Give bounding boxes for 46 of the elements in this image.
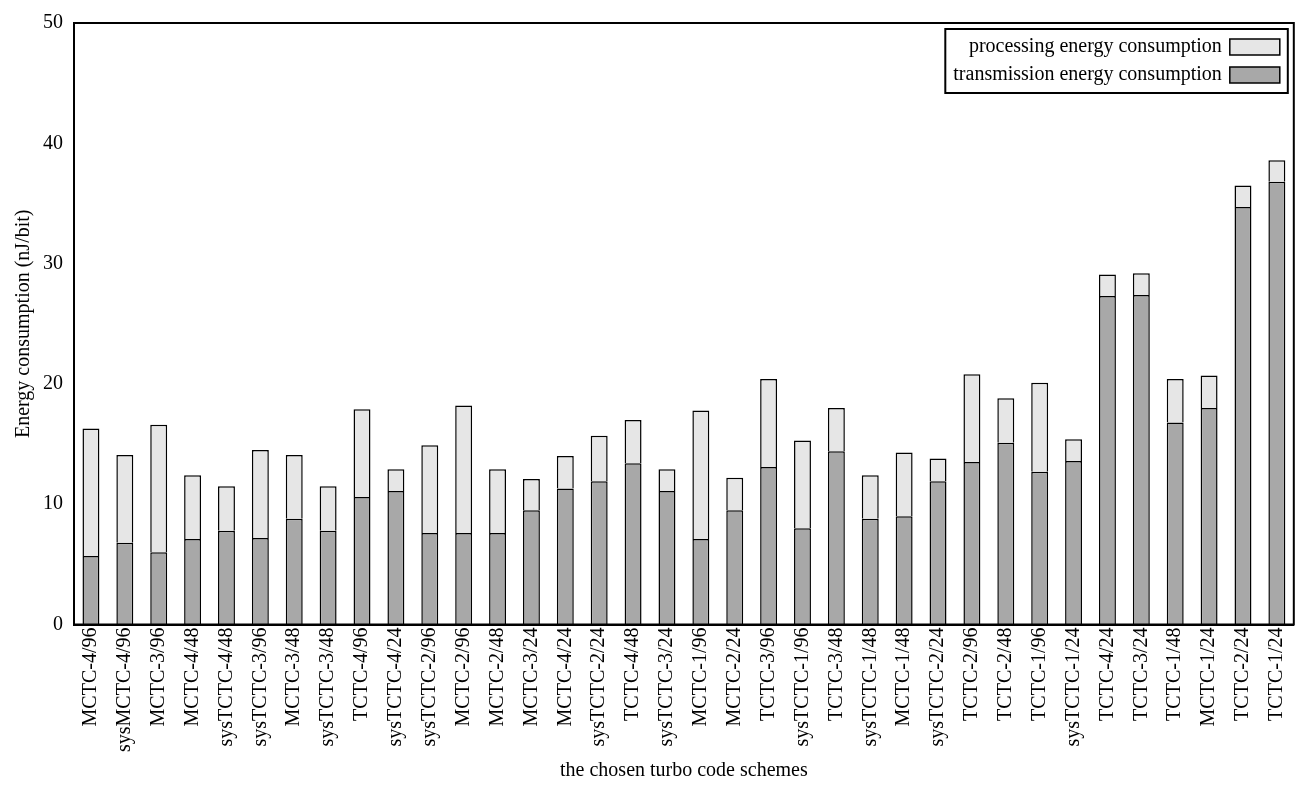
- x-tick-label: sysTCTC-2/24: [586, 627, 610, 747]
- y-tick-label: 40: [43, 130, 63, 153]
- legend-label: processing energy consumption: [968, 34, 1222, 58]
- x-tick-label: MCTC-1/48: [891, 627, 914, 727]
- y-tick-label: 30: [43, 250, 63, 273]
- x-tick-label: TCTC-2/96: [959, 627, 982, 721]
- x-tick-label: sysTCTC-2/96: [417, 627, 441, 747]
- x-tick-label: sysMCTC-4/96: [112, 627, 136, 753]
- x-tick-label: TCTC-4/96: [349, 627, 372, 721]
- x-tick-label: MCTC-2/96: [450, 627, 473, 727]
- x-tick-label: sysTCTC-3/24: [654, 627, 678, 747]
- x-tick-label: MCTC-3/24: [518, 627, 541, 727]
- x-tick-label: TCTC-1/24: [1264, 627, 1287, 721]
- x-tick-label: TCTC-3/48: [823, 627, 846, 721]
- x-tick-label: TCTC-4/24: [1094, 627, 1117, 721]
- x-tick-label: TCTC-2/24: [1230, 627, 1253, 721]
- y-tick-label: 0: [53, 611, 63, 634]
- x-tick-label: TCTC-2/48: [993, 627, 1016, 721]
- x-tick-label: sysTCTC-1/48: [857, 627, 881, 747]
- x-tick-label: TCTC-1/96: [1026, 627, 1049, 721]
- y-tick-label: 50: [43, 10, 63, 33]
- x-tick-label: MCTC-4/96: [78, 627, 101, 727]
- x-tick-label: MCTC-3/48: [281, 627, 304, 727]
- x-tick-label: TCTC-4/48: [620, 627, 643, 721]
- y-axis-title: Energy consumption (nJ/bit): [11, 209, 35, 439]
- x-tick-label: sysTCTC-3/48: [315, 627, 339, 747]
- x-tick-label: sysTCTC-3/96: [247, 627, 271, 747]
- x-tick-label: MCTC-4/24: [552, 627, 575, 727]
- x-tick-label: sysTCTC-4/48: [213, 627, 237, 747]
- x-tick-label: MCTC-1/96: [688, 627, 711, 727]
- legend-label: transmission energy consumption: [953, 62, 1222, 86]
- x-tick-label: MCTC-3/96: [145, 627, 168, 727]
- x-axis-title: the chosen turbo code schemes: [560, 758, 808, 781]
- x-tick-label: TCTC-1/48: [1162, 627, 1185, 721]
- x-tick-label: sysTCTC-2/24: [925, 627, 949, 747]
- x-tick-label: MCTC-1/24: [1196, 627, 1219, 727]
- x-tick-label: sysTCTC-4/24: [383, 627, 407, 747]
- y-tick-label: 20: [43, 371, 63, 394]
- x-tick-label: sysTCTC-1/24: [1060, 627, 1084, 747]
- x-tick-label: MCTC-2/48: [484, 627, 507, 727]
- x-tick-label: TCTC-3/96: [755, 627, 778, 721]
- y-tick-label: 10: [43, 491, 63, 514]
- x-tick-label: MCTC-2/24: [721, 627, 744, 727]
- x-tick-label: sysTCTC-1/96: [789, 627, 813, 747]
- x-tick-label: TCTC-3/24: [1128, 627, 1151, 721]
- x-tick-label: MCTC-4/48: [179, 627, 202, 727]
